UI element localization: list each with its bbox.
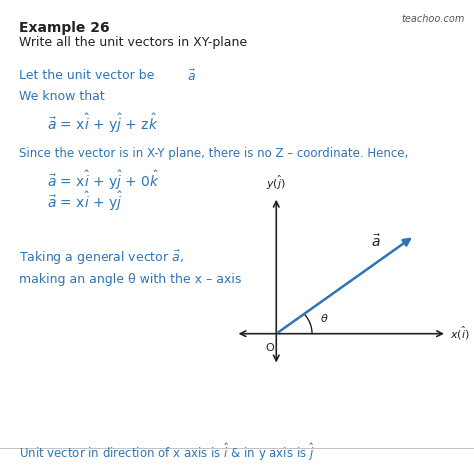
Text: teachoo.com: teachoo.com <box>401 14 465 24</box>
Text: Taking a general vector $\vec{a}$,: Taking a general vector $\vec{a}$, <box>19 249 184 267</box>
Text: $\vec{a}$ = x$\hat{i}$ + y$\hat{j}$: $\vec{a}$ = x$\hat{i}$ + y$\hat{j}$ <box>47 190 123 213</box>
Text: Write all the unit vectors in XY-plane: Write all the unit vectors in XY-plane <box>19 36 247 48</box>
Text: Since the vector is in X-Y plane, there is no Z – coordinate. Hence,: Since the vector is in X-Y plane, there … <box>19 147 408 160</box>
Text: $\vec{a}$ = x$\hat{i}$ + y$\hat{j}$ + z$\hat{k}$: $\vec{a}$ = x$\hat{i}$ + y$\hat{j}$ + z$… <box>47 111 159 135</box>
Text: $\vec{a}$: $\vec{a}$ <box>371 234 381 250</box>
Text: We know that: We know that <box>19 90 105 103</box>
Text: Let the unit vector be: Let the unit vector be <box>19 69 158 82</box>
Text: making an angle θ with the x – axis: making an angle θ with the x – axis <box>19 273 241 285</box>
Text: $\vec{a}$ = x$\hat{i}$ + y$\hat{j}$ + 0$\hat{k}$: $\vec{a}$ = x$\hat{i}$ + y$\hat{j}$ + 0$… <box>47 168 161 191</box>
Text: $\vec{a}$: $\vec{a}$ <box>187 69 197 84</box>
Text: $y(\hat{j})$: $y(\hat{j})$ <box>266 174 286 192</box>
Text: Unit vector in direction of x axis is $\hat{i}$ & in y axis is $\hat{j}$: Unit vector in direction of x axis is $\… <box>19 441 315 463</box>
Text: Example 26: Example 26 <box>19 21 109 36</box>
Text: O: O <box>265 343 274 353</box>
Text: $x(\hat{i})$: $x(\hat{i})$ <box>450 325 470 342</box>
Text: $\theta$: $\theta$ <box>320 311 329 324</box>
